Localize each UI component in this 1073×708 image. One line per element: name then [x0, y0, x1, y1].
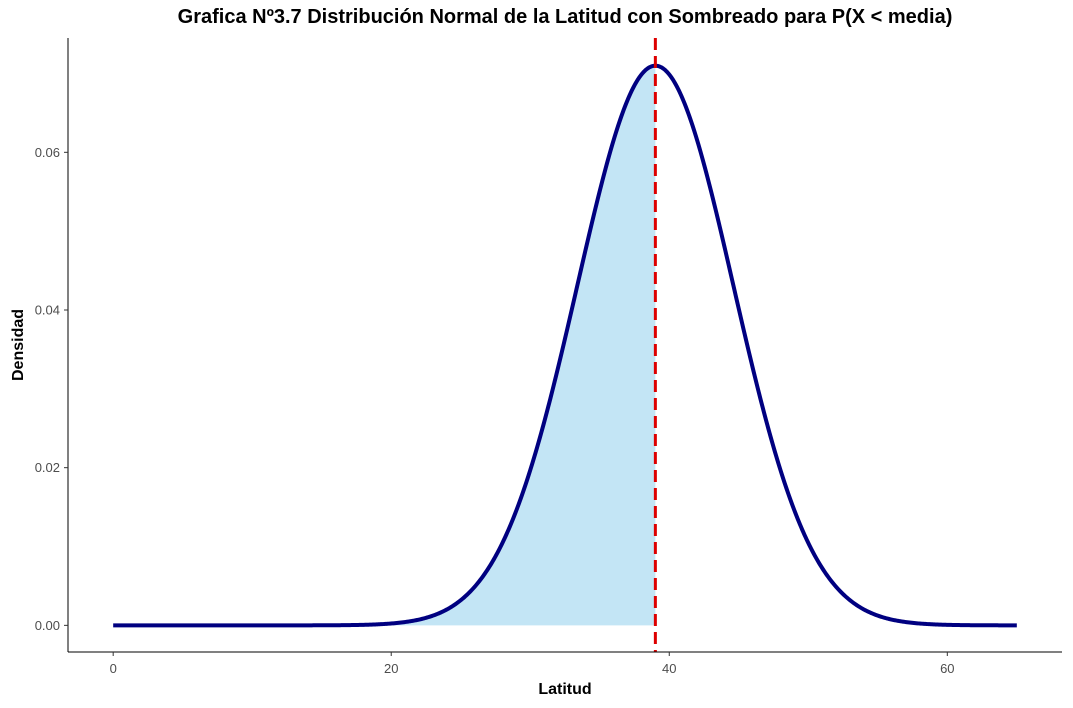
- y-axis-title: Densidad: [10, 309, 27, 381]
- density-curve: [112, 63, 1018, 628]
- x-axis-ticks: 0 20 40 60: [110, 652, 955, 676]
- plot-area: [112, 38, 1018, 652]
- y-tick-label: 0.00: [35, 618, 60, 633]
- x-tick-label: 20: [384, 661, 398, 676]
- shaded-area-below-mean: [113, 65, 656, 626]
- y-axis-ticks: 0.00 0.02 0.04 0.06: [35, 145, 68, 633]
- x-tick-label: 60: [940, 661, 954, 676]
- y-tick-label: 0.04: [35, 302, 60, 317]
- y-tick-label: 0.06: [35, 145, 60, 160]
- chart-title: Grafica Nº3.7 Distribución Normal de la …: [177, 6, 953, 28]
- x-axis-title: Latitud: [538, 681, 591, 698]
- x-tick-label: 40: [662, 661, 676, 676]
- y-tick-label: 0.02: [35, 460, 60, 475]
- x-tick-label: 0: [110, 661, 117, 676]
